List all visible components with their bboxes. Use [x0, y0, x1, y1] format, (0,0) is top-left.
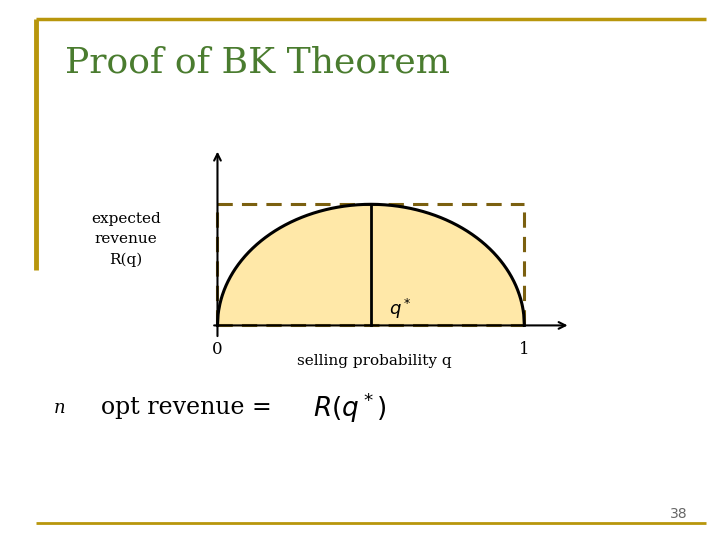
- Text: 0: 0: [212, 341, 222, 357]
- Text: selling probability q: selling probability q: [297, 354, 451, 368]
- Text: Proof of BK Theorem: Proof of BK Theorem: [65, 46, 450, 80]
- Text: revenue: revenue: [94, 232, 158, 246]
- Text: expected: expected: [91, 212, 161, 226]
- Text: 38: 38: [670, 507, 688, 521]
- Text: R(q): R(q): [109, 253, 143, 267]
- Text: $R(q^*)$: $R(q^*)$: [313, 390, 387, 425]
- Text: 1: 1: [519, 341, 530, 357]
- Text: $q^*$: $q^*$: [390, 296, 412, 321]
- Text: opt revenue =: opt revenue =: [101, 396, 279, 419]
- Text: n: n: [54, 399, 66, 417]
